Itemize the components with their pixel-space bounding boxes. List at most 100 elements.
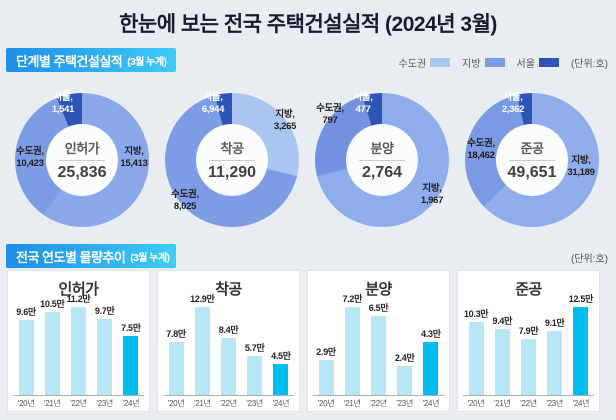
slice-label-seoul: 서울, 1,541 bbox=[41, 92, 85, 115]
donut-center: 인허가 25,836 bbox=[46, 124, 118, 196]
legend-label: 서울 bbox=[516, 59, 535, 70]
slice-label-jibang: 지방, 15,413 bbox=[111, 146, 157, 169]
bar-column: 2.9만 bbox=[313, 345, 339, 395]
bar-column: 4.5만 bbox=[268, 349, 294, 395]
unit-label: (단위:호) bbox=[570, 254, 608, 265]
section-header-trend: 전국 연도별 물량추이 (3월 누계) bbox=[6, 244, 176, 268]
year-label: '20년 bbox=[317, 399, 335, 408]
divider bbox=[59, 160, 105, 161]
bars: 7.8만 12.9만 8.4만 5.7만 4.5만 bbox=[163, 291, 294, 395]
bar-column: 11.2만 bbox=[65, 292, 91, 395]
bar bbox=[18, 320, 34, 395]
slice-name: 수도권, bbox=[467, 138, 495, 149]
year-label: '23년 bbox=[396, 399, 413, 408]
bar-value-label: 10.5만 bbox=[40, 299, 65, 309]
bar-value-label: 7.2만 bbox=[342, 294, 363, 304]
bar-column: 7.8만 bbox=[163, 327, 189, 395]
bar-value-label: 7.8만 bbox=[166, 329, 186, 339]
bar-column: 10.3만 bbox=[463, 307, 489, 395]
bar-value-label: 8.4만 bbox=[218, 325, 239, 335]
bar-chart-completions: 준공 10.3만 9.4만 7.9만 9.1만 12.5만 '20년 '21년 '22년 '2… bbox=[457, 270, 600, 412]
bar bbox=[318, 360, 334, 395]
slice-name: 지방, bbox=[275, 109, 295, 120]
slice-label-jibang: 지방, 1,967 bbox=[409, 183, 455, 206]
bars: 9.6만 10.5만 11.2만 9.7만 7.5만 bbox=[13, 291, 144, 395]
slice-name: 서울, bbox=[503, 92, 523, 103]
section-subtitle: (3월 누계) bbox=[127, 56, 167, 68]
legend-item-jibang: 지방 bbox=[462, 55, 505, 70]
year-label: '22년 bbox=[520, 399, 537, 408]
bar-value-label: 4.5만 bbox=[271, 351, 291, 361]
slice-value: 2,362 bbox=[501, 103, 525, 115]
legend-item-sudogwon: 수도권 bbox=[399, 55, 451, 70]
donut-center: 분양 2,764 bbox=[346, 124, 418, 196]
bar bbox=[44, 312, 60, 395]
legend-item-seoul: 서울 bbox=[517, 55, 559, 70]
donut-chart-completions: 준공 49,651 서울, 2,362 수도권, 18,462 지방, 31,1… bbox=[457, 88, 607, 238]
slice-value: 3,265 bbox=[273, 120, 297, 132]
donut-center: 준공 49,651 bbox=[496, 124, 568, 196]
bar-chart-starts: 착공 7.8만 12.9만 8.4만 5.7만 4.5만 '20년 '21년 '22년 '23… bbox=[157, 270, 300, 412]
bar-column: 7.5만 bbox=[118, 321, 144, 395]
donut-title: 인허가 bbox=[64, 141, 100, 156]
bar bbox=[521, 339, 536, 395]
bar bbox=[573, 307, 589, 395]
legend-label: 수도권 bbox=[398, 59, 427, 70]
slice-label-sudogwon: 수도권, 10,423 bbox=[7, 146, 53, 169]
bar-column: 9.4만 bbox=[489, 314, 515, 395]
year-label: '23년 bbox=[546, 399, 563, 408]
bar bbox=[221, 338, 236, 395]
donut-total: 11,290 bbox=[207, 164, 257, 181]
bar-chart-permits: 인허가 9.6만 10.5만 11.2만 9.7만 7.5만 '20년 '21년 '22년 '… bbox=[7, 270, 150, 412]
legend-swatch-sudogwon bbox=[430, 58, 451, 67]
donut-chart-sales: 분양 2,764 서울, 477 수도권, 797 지방, 1,967 bbox=[307, 88, 457, 238]
bar bbox=[123, 336, 139, 395]
year-label: '24년 bbox=[122, 399, 140, 408]
year-label: '22년 bbox=[370, 399, 387, 408]
bar-column: 6.5만 bbox=[365, 301, 391, 395]
bar-value-label: 4.3만 bbox=[421, 329, 441, 339]
section-title: 전국 연도별 물량추이 bbox=[16, 249, 126, 265]
bar-value-label: 10.3만 bbox=[463, 309, 489, 319]
year-label: '24년 bbox=[272, 399, 290, 408]
year-label: '24년 bbox=[572, 399, 590, 408]
bar-value-label: 7.9만 bbox=[518, 326, 539, 336]
year-label: '21년 bbox=[494, 399, 511, 408]
bars: 2.9만 7.2만 6.5만 2.4만 4.3만 bbox=[313, 291, 444, 395]
bar-column: 9.1만 bbox=[542, 316, 568, 395]
legend: 수도권 지방 서울 (단위:호) bbox=[399, 55, 608, 70]
bar bbox=[71, 307, 86, 395]
slice-value: 10,423 bbox=[16, 157, 44, 169]
slice-label-seoul: 서울, 2,362 bbox=[491, 92, 535, 115]
slice-label-jibang: 지방, 3,265 bbox=[263, 109, 307, 132]
legend-swatch-jibang bbox=[484, 58, 505, 67]
year-label: '24년 bbox=[422, 399, 440, 408]
plot-area: 2.9만 7.2만 6.5만 2.4만 4.3만 bbox=[313, 291, 444, 396]
bar-value-label: 7.5만 bbox=[121, 323, 141, 333]
bar-value-label: 12.9만 bbox=[190, 294, 215, 304]
slice-label-sudogwon: 수도권, 8,025 bbox=[161, 189, 209, 212]
page-title: 한눈에 보는 전국 주택건설실적 (2024년 3월) bbox=[119, 13, 497, 36]
slice-name: 지방, bbox=[124, 146, 144, 157]
chart-title: 착공 bbox=[215, 281, 242, 298]
bar-column: 7.9만 bbox=[515, 324, 541, 395]
divider bbox=[359, 160, 405, 161]
donut-chart-permits: 인허가 25,836 서울, 1,541 수도권, 10,423 지방, 15,… bbox=[7, 88, 157, 238]
bar-value-label: 9.1만 bbox=[544, 318, 565, 328]
slice-name: 수도권, bbox=[16, 146, 44, 157]
legend-label: 지방 bbox=[462, 59, 481, 70]
chart-title: 인허가 bbox=[58, 281, 99, 298]
bar bbox=[273, 364, 289, 395]
slice-value: 18,462 bbox=[467, 149, 495, 161]
plot-area: 10.3만 9.4만 7.9만 9.1만 12.5만 bbox=[463, 291, 594, 396]
slice-name: 지방, bbox=[571, 155, 591, 166]
bar bbox=[547, 331, 563, 395]
bar bbox=[468, 322, 484, 395]
donut-title: 준공 bbox=[520, 141, 544, 156]
slice-label-jibang: 지방, 31,189 bbox=[555, 155, 607, 178]
bar-column: 8.4만 bbox=[215, 323, 241, 395]
year-label: '20년 bbox=[17, 399, 35, 408]
bar bbox=[397, 366, 413, 395]
bar-column: 4.3만 bbox=[418, 327, 444, 395]
